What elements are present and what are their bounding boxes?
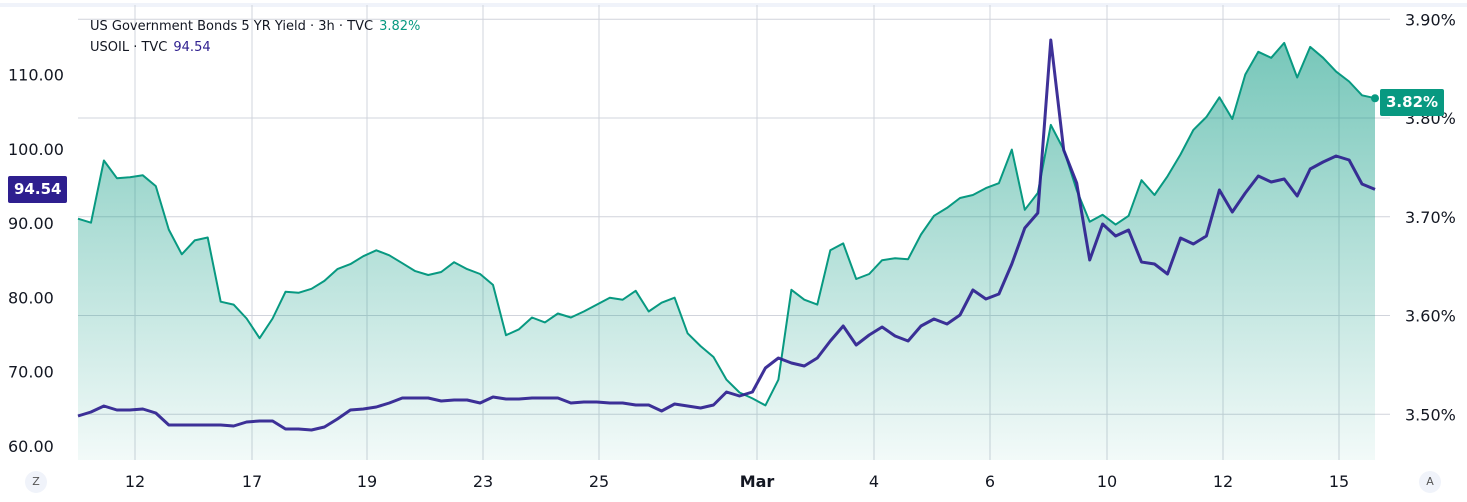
left-tick-label: 70.00: [8, 363, 54, 382]
yield-area-fill: [78, 42, 1375, 461]
legend-oil-value: 94.54: [173, 40, 211, 55]
yield-line: [77, 41, 1376, 407]
left-tick-label: 80.00: [8, 288, 54, 307]
yield-last-point: [1371, 94, 1379, 103]
yield-price-tag: 3.82%: [1380, 89, 1445, 116]
legend-yield: US Government Bonds 5 YR Yield · 3h · TV…: [90, 19, 421, 34]
x-tick-label: 12: [1213, 472, 1233, 491]
left-tick-label: 110.00: [8, 66, 64, 85]
left-tick-label: 60.00: [8, 437, 54, 456]
x-tick-label: 6: [985, 472, 995, 491]
right-tick-label: 3.50%: [1405, 405, 1456, 424]
legend-oil: USOIL · TVC 94.54: [90, 40, 211, 55]
x-tick-label: 19: [357, 472, 377, 491]
legend: US Government Bonds 5 YR Yield · 3h · TV…: [90, 16, 420, 58]
right-tick-label: 3.60%: [1405, 307, 1456, 326]
x-tick-label: Mar: [740, 472, 775, 491]
left-tick-label: 90.00: [8, 214, 54, 233]
x-tick-label: 17: [242, 472, 262, 491]
legend-yield-value: 3.82%: [379, 19, 421, 34]
right-tick-label: 3.90%: [1405, 10, 1456, 29]
x-tick-label: 15: [1329, 472, 1349, 491]
auto-scale-left-button[interactable]: Z: [25, 471, 47, 493]
x-tick-label: 12: [125, 472, 145, 491]
x-tick-label: 25: [589, 472, 609, 491]
x-tick-label: 10: [1097, 472, 1117, 491]
series-layer: [77, 38, 1379, 461]
auto-scale-right-button[interactable]: A: [1419, 471, 1441, 493]
left-tick-label: 100.00: [8, 140, 64, 159]
oil-price-tag: 94.54: [8, 176, 68, 203]
x-tick-label: 23: [473, 472, 493, 491]
x-tick-label: 4: [869, 472, 879, 491]
oil-line: [77, 38, 1376, 432]
right-tick-label: 3.70%: [1405, 208, 1456, 227]
